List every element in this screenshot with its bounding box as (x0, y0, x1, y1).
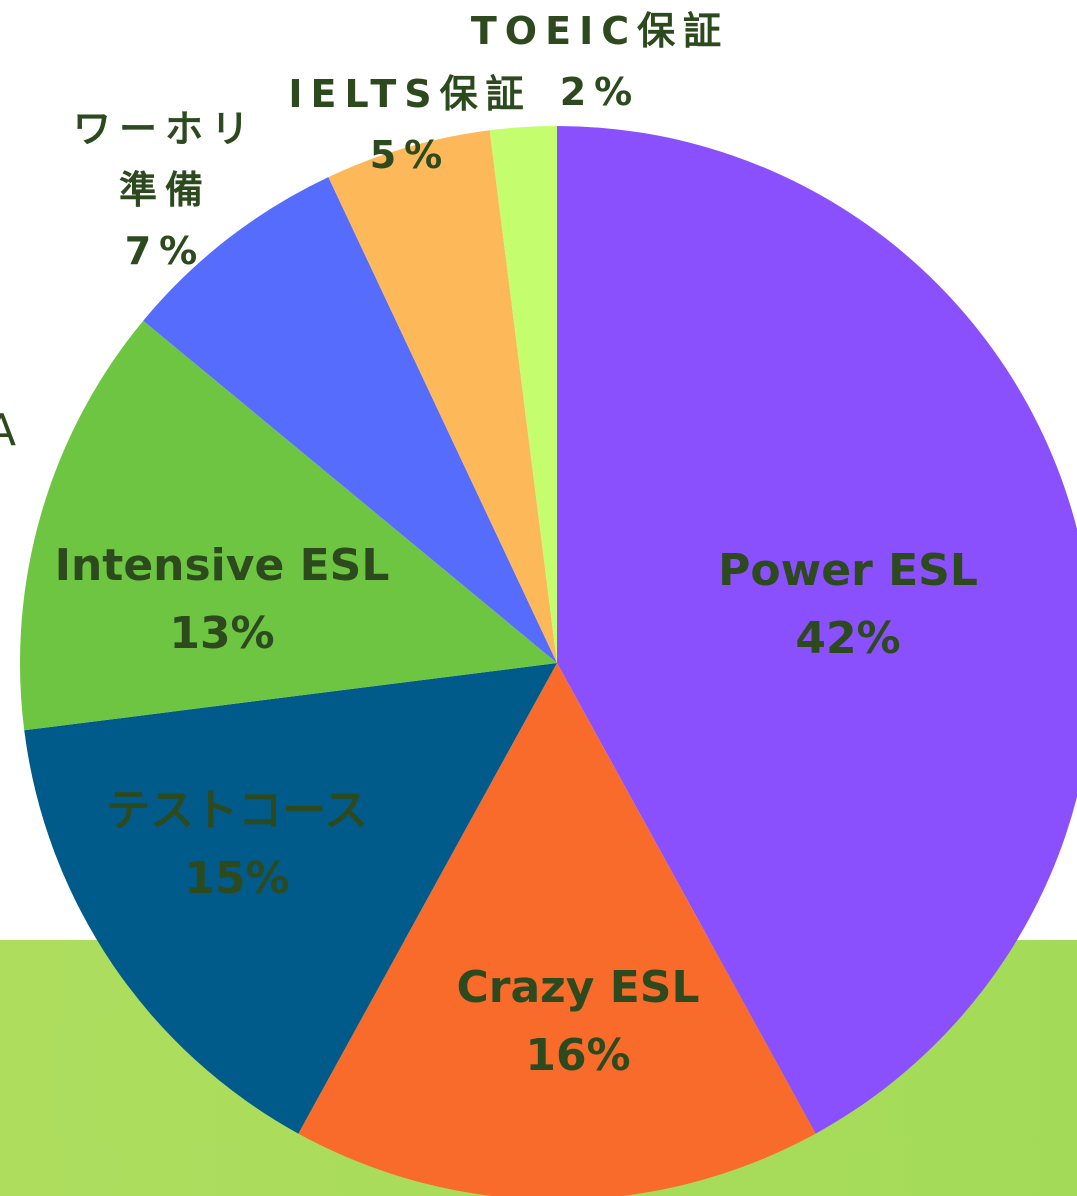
label-text: 5% (369, 133, 451, 177)
cut-off-text: A (0, 405, 17, 456)
label-text: 2% (559, 70, 641, 114)
pie-slice (298, 663, 816, 1196)
label-text: テストコース (106, 784, 368, 836)
pie-slice (143, 177, 558, 663)
label-text: TOEIC保証 (470, 9, 730, 54)
pie-slice (328, 130, 557, 664)
label-text: 13% (169, 608, 275, 659)
slice-label: TOEIC保証 2% (440, 1, 760, 123)
label-text: IELTS保証 (288, 72, 532, 117)
slice-label: テストコース 15% (27, 777, 447, 913)
label-text: 15% (184, 853, 290, 904)
label-text: Intensive ESL (54, 539, 390, 591)
slice-label: Intensive ESL 13% (12, 532, 432, 668)
pie-slice (557, 126, 1077, 1134)
pie-slice (24, 663, 558, 1134)
label-text: ワーホリ準備 (72, 106, 257, 212)
label-text: Power ESL (718, 544, 978, 596)
pie-slice (489, 126, 557, 663)
slice-label: ワーホリ準備 7% (55, 99, 275, 281)
slice-label: IELTS保証 5% (250, 64, 570, 186)
slice-label: Crazy ESL 16% (378, 954, 778, 1090)
label-text: 16% (525, 1030, 631, 1081)
label-text: 42% (795, 613, 901, 664)
slice-label: Power ESL 42% (638, 537, 1058, 673)
label-text: 7% (124, 228, 206, 273)
label-text: Crazy ESL (456, 961, 700, 1013)
pie-slice (20, 320, 558, 731)
